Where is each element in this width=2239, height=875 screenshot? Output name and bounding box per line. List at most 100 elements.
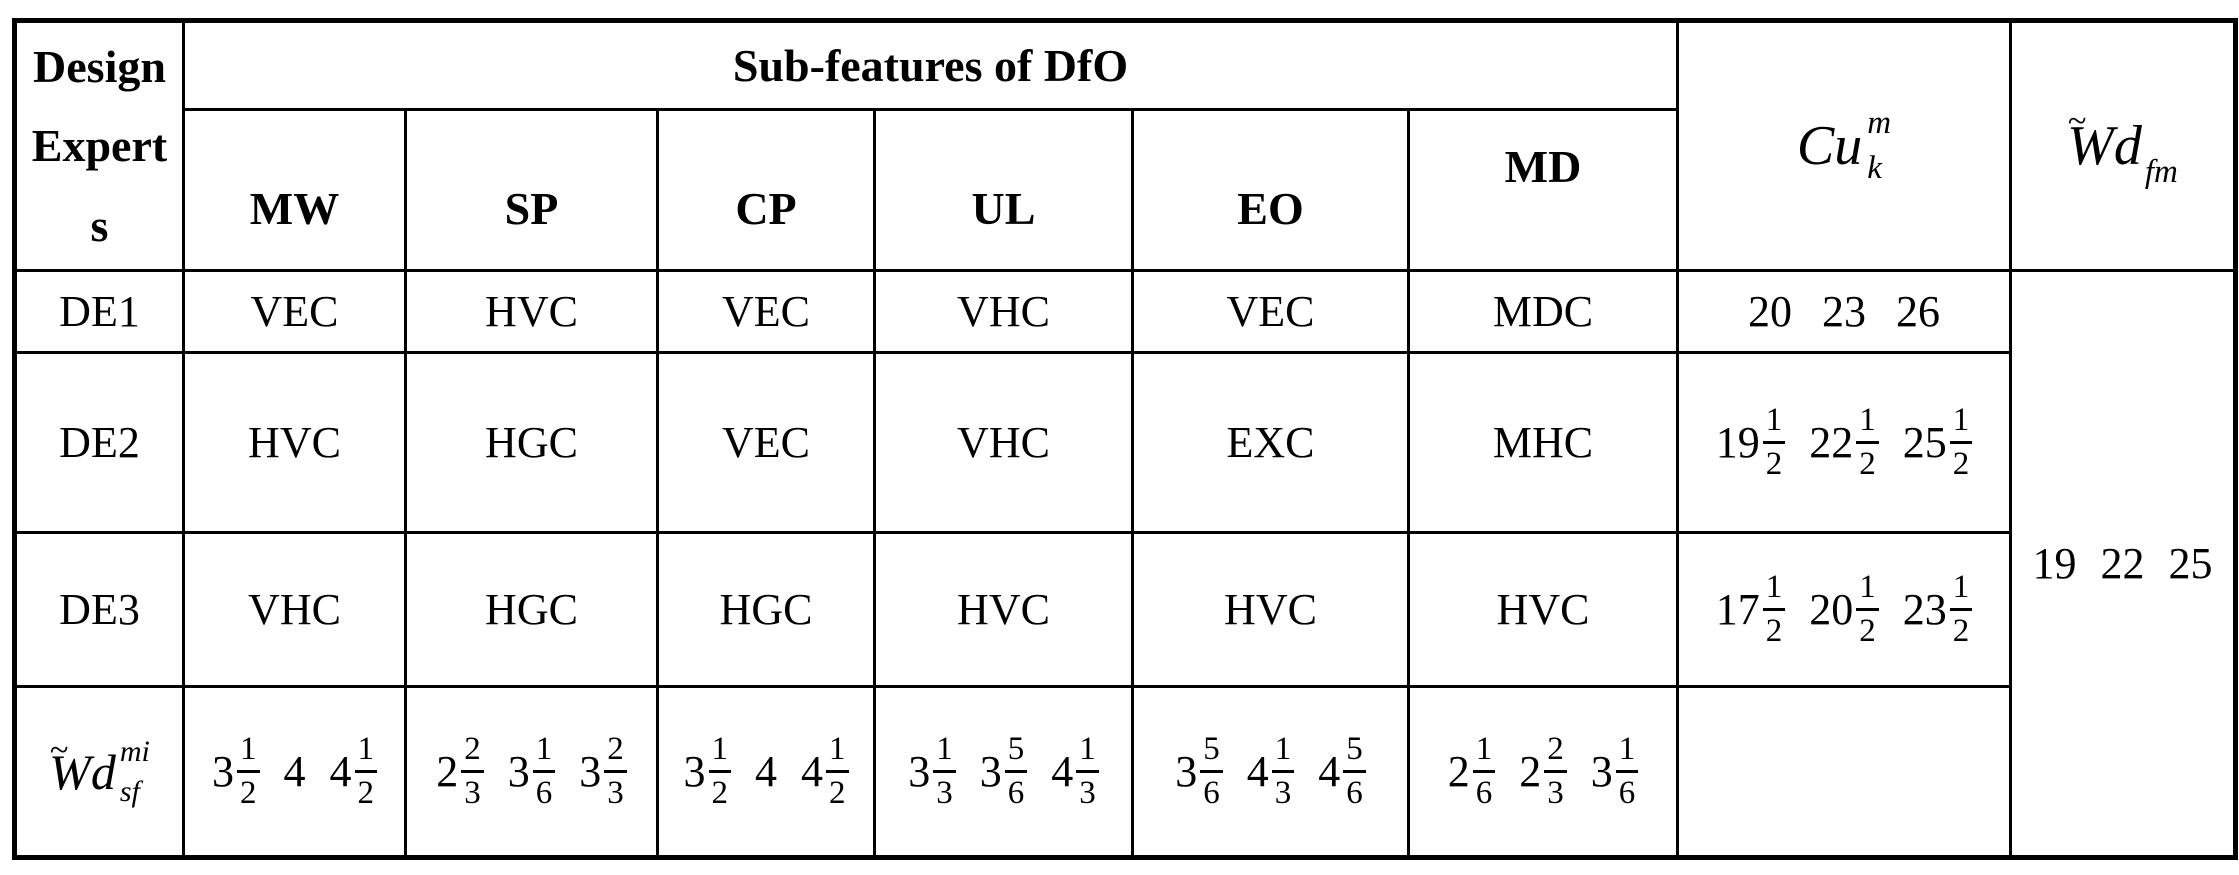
- number-token: 23: [1822, 286, 1866, 336]
- number-token: 4: [755, 746, 777, 796]
- row-label-de1: DE1: [17, 272, 185, 354]
- number-token: 25: [2168, 538, 2213, 588]
- number-token: 4: [283, 746, 306, 796]
- de3-mw-rating: VHC: [185, 534, 407, 688]
- tilde-mark: ~: [2067, 102, 2087, 141]
- col-header-ul: UL: [876, 111, 1134, 272]
- col-header-sp: SP: [407, 111, 659, 272]
- de1-eo-rating: VEC: [1134, 272, 1410, 354]
- wdfm-numbers: 19 22 25: [2032, 538, 2213, 588]
- wdfm-subscript: fm: [2144, 153, 2178, 190]
- de2-sp-rating: HGC: [407, 354, 659, 534]
- wdsf-base-wrap: ~ Wd: [49, 732, 116, 800]
- cu-subscript: k: [1867, 150, 1882, 186]
- expert-ratings-table: Design Expert s Sub-features of DfO Cu m…: [12, 18, 2238, 860]
- de3-cp-rating: HGC: [659, 534, 876, 688]
- col-header-wd-fm: ~ Wd fm: [2012, 23, 2233, 272]
- de2-cu-numbers: 19 1 2 22 1 2 25 1 2: [1716, 404, 1973, 481]
- cu-math-symbol: Cu m k: [1797, 107, 1891, 185]
- wdfm-base-wrap: ~ Wd: [2067, 104, 2142, 174]
- weights-cu-empty: [1679, 688, 2012, 855]
- number-token: 22 1 2: [1809, 404, 1879, 481]
- row-label-de2: DE2: [17, 354, 185, 534]
- col-header-mw: MW: [185, 111, 407, 272]
- de3-ul-rating: HVC: [876, 534, 1134, 688]
- de1-cu-value: 20 23 26: [1679, 272, 2012, 354]
- number-token: 22: [2100, 538, 2145, 588]
- wdfm-merged-value: 19 22 25: [2012, 272, 2233, 855]
- number-token: 20 1 2: [1809, 571, 1879, 648]
- number-token: 17 1 2: [1716, 571, 1786, 648]
- de2-cp-rating: VEC: [659, 354, 876, 534]
- number-token: 19: [2032, 538, 2077, 588]
- de3-eo-rating: HVC: [1134, 534, 1410, 688]
- wdsf-subscript: sf: [119, 774, 140, 808]
- de3-cu-numbers: 17 1 2 20 1 2 23 1 2: [1716, 571, 1973, 648]
- wdsf-superscript: mi: [119, 734, 150, 768]
- number-token: 20: [1748, 286, 1792, 336]
- de1-md-rating: MDC: [1410, 272, 1679, 354]
- de1-mw-rating: VEC: [185, 272, 407, 354]
- col-header-cu: Cu m k: [1679, 23, 2012, 272]
- group-header-sub-features: Sub-features of DfO: [185, 23, 1679, 111]
- cu-scripts: m k: [1867, 107, 1891, 185]
- de3-md-rating: HVC: [1410, 534, 1679, 688]
- de3-sp-rating: HGC: [407, 534, 659, 688]
- col-header-md: MD: [1410, 111, 1679, 272]
- col-header-cp: CP: [659, 111, 876, 272]
- wdsf-base: Wd: [49, 743, 116, 800]
- tilde-mark: ~: [49, 730, 69, 769]
- number-token: 19 1 2: [1716, 404, 1786, 481]
- de2-mw-rating: HVC: [185, 354, 407, 534]
- cu-superscript: m: [1867, 105, 1892, 141]
- wdsf-math-symbol: ~ Wd mi sf: [49, 732, 150, 808]
- de1-cu-numbers: 20 23 26: [1748, 286, 1940, 336]
- wdfm-math-symbol: ~ Wd fm: [2067, 104, 2178, 188]
- de2-eo-rating: EXC: [1134, 354, 1410, 534]
- number-token: 23 1 2: [1903, 571, 1973, 648]
- corner-header-design-experts: Design Expert s: [17, 23, 185, 272]
- row-label-wd-sf-mi: ~ Wd mi sf: [17, 688, 185, 855]
- row-label-de3: DE3: [17, 534, 185, 688]
- cu-base: Cu: [1796, 115, 1863, 177]
- de2-md-rating: MHC: [1410, 354, 1679, 534]
